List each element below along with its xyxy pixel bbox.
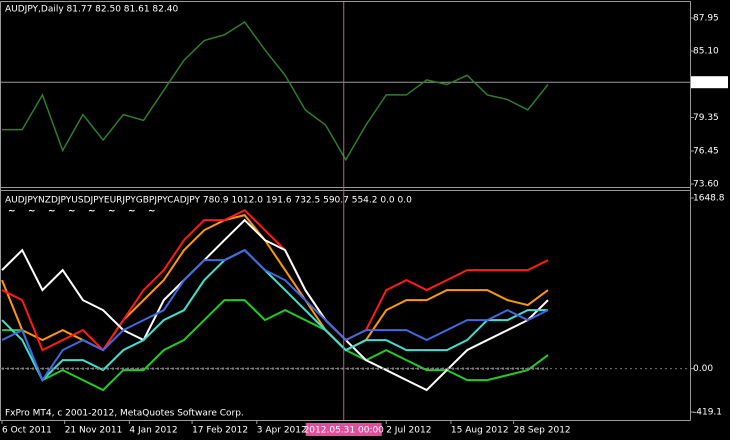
crosshair-label: 2012.05.31 00:00 [304, 426, 385, 436]
price-label-box [691, 76, 728, 89]
y-tick-label: 87.95 [693, 14, 719, 24]
series-line [1, 208, 549, 352]
indicator-header: AUDJPYNZDJPYUSDJPYEURJPYGBPJPYCADJPY 780… [5, 196, 412, 206]
y-tick-label: -419.1 [693, 408, 722, 418]
crosshair-label-box [305, 423, 382, 436]
legend-swatch: ∼ [8, 207, 16, 217]
series-line [2, 299, 549, 392]
x-tick-label: 2 Jul 2012 [386, 426, 431, 436]
x-tick-label: 21 Nov 2011 [65, 426, 123, 436]
legend-swatch: ∼ [48, 207, 56, 217]
legend-swatch: ∼ [128, 207, 136, 217]
copyright: FxPro MT4, c 2001-2012, MetaQuotes Softw… [5, 409, 244, 419]
price-header: AUDJPY,Daily 81.77 82.50 81.61 82.40 [5, 5, 178, 15]
legend-swatch: ∼ [88, 207, 96, 217]
y-tick-label: 1648.8 [693, 194, 725, 204]
legend-swatch: ∼ [28, 207, 36, 217]
y-tick-label: 0.00 [693, 364, 713, 374]
y-tick-label: 82.40 [693, 78, 719, 88]
y-tick-label: 85.10 [693, 46, 719, 56]
y-tick-label: 76.45 [693, 147, 719, 157]
x-tick-label: 6 Oct 2011 [2, 426, 52, 436]
series-line [1, 248, 548, 382]
series-line [1, 218, 549, 392]
y-tick-label: 79.35 [693, 113, 719, 123]
x-tick-label: 15 Aug 2012 [451, 426, 509, 436]
series-line [2, 21, 549, 162]
x-tick-label: 4 Jan 2012 [129, 426, 177, 436]
x-tick-label: 17 Feb 2012 [192, 426, 248, 436]
series-line [1, 248, 549, 383]
x-tick-label: 3 Apr 2012 [257, 426, 307, 436]
y-tick-label: 73.60 [693, 180, 719, 190]
x-tick-label: 28 Sep 2012 [514, 426, 571, 436]
legend-swatch: ∼ [108, 207, 116, 217]
legend-swatch: ∼ [148, 207, 156, 217]
legend-swatch: ∼ [68, 207, 76, 217]
